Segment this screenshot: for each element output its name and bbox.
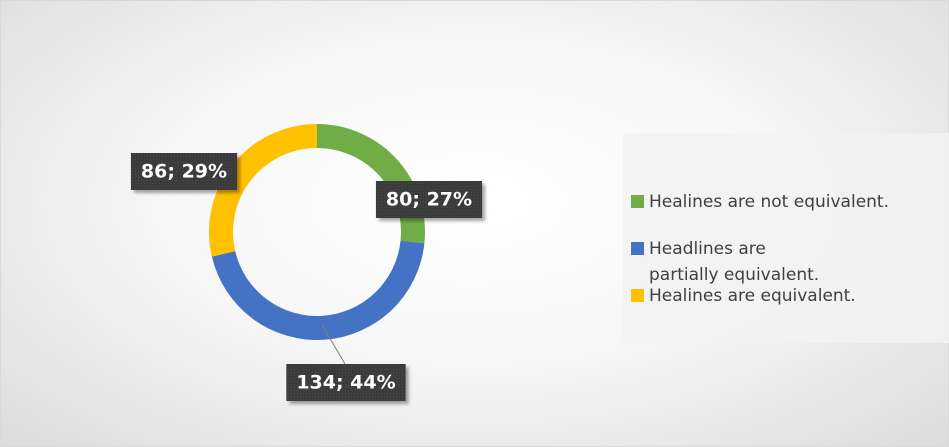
legend-swatch [631,195,644,208]
data-label: 134; 44% [286,364,406,401]
data-label: 86; 29% [130,153,238,190]
legend-label: Headlines are partially equivalent. [649,239,820,285]
slice [211,240,425,340]
data-label-box [286,364,406,401]
data-label-text: 134; 44% [296,372,395,394]
legend-swatch [631,289,644,302]
legend-label: Healines are not equivalent. [649,192,889,212]
legend-item: Headlines are partially equivalent. [631,236,949,288]
slice [209,124,317,257]
legend-item: Healines are not equivalent. [631,189,949,215]
legend-label: Healines are equivalent. [649,286,856,306]
legend-swatch [631,242,644,255]
data-label-box [375,181,483,218]
leader-line [321,324,346,365]
data-label-text: 86; 29% [141,161,227,183]
data-label-box [130,153,238,190]
legend: Healines are not equivalent. Headlines ar… [623,133,949,343]
data-label-text: 80; 27% [386,189,472,211]
data-label: 80; 27% [375,181,483,218]
legend-item: Healines are equivalent. [631,283,949,309]
